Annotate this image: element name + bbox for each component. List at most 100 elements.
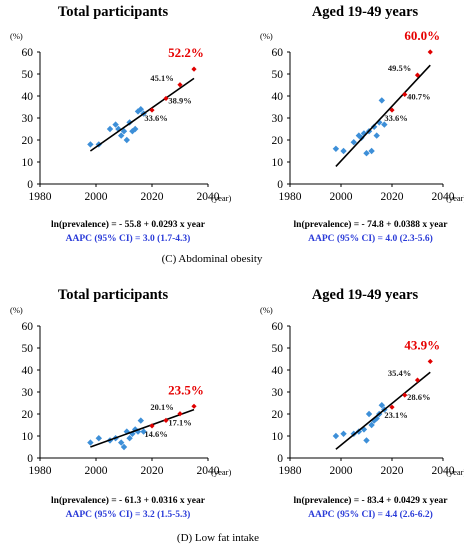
projection-label: 38.9%	[168, 95, 191, 105]
regression-equation: ln(prevalence) = - 83.4 + 0.0429 x year	[294, 495, 449, 506]
projection-label: 33.6%	[384, 113, 407, 123]
projection-label: 17.1%	[168, 417, 191, 427]
projected-point	[414, 377, 421, 383]
x-axis-unit: (year)	[211, 193, 231, 203]
y-tick-label: 0	[277, 453, 283, 465]
projection-label: 33.6%	[144, 113, 167, 123]
observed-point	[118, 439, 125, 446]
projected-point	[402, 392, 408, 398]
y-tick-label: 50	[272, 69, 284, 81]
aapc-value: AAPC (95% CI) = 3.0 (1.7-4.3)	[66, 233, 191, 244]
projection-label-highlight: 23.5%	[168, 382, 204, 397]
observed-point	[95, 435, 102, 442]
y-tick-label: 40	[272, 365, 284, 377]
observed-point	[373, 132, 380, 139]
projection-label: 45.1%	[150, 73, 173, 83]
chart-title: Total participants	[58, 287, 169, 303]
aapc-value: AAPC (95% CI) = 3.2 (1.5-5.3)	[66, 509, 191, 520]
x-tick-label: 2020	[381, 191, 404, 203]
trend-line	[335, 371, 431, 450]
projection-label: 23.1%	[384, 410, 407, 420]
projection-label: 35.4%	[388, 368, 411, 378]
y-tick-label: 40	[22, 365, 34, 377]
observed-point	[123, 136, 130, 144]
y-tick-label: 60	[272, 321, 284, 333]
x-tick-label: 2020	[141, 191, 164, 203]
section-caption: (C) Abdominal obesity	[162, 253, 263, 265]
regression-equation: ln(prevalence) = - 61.3 + 0.0316 x year	[51, 495, 206, 506]
projected-point	[389, 404, 395, 410]
projected-point	[149, 423, 155, 429]
observed-point	[120, 443, 128, 451]
y-tick-label: 0	[27, 179, 33, 191]
observed-point	[87, 141, 94, 148]
observed-point	[120, 128, 128, 135]
projected-point	[191, 403, 197, 409]
y-tick-label: 10	[272, 157, 284, 169]
trend-line	[335, 64, 431, 167]
chart-title: Aged 19-49 years	[312, 4, 419, 20]
chart-panel: Total participants (%) 0 10 20 30 40 50 60 1980 20…	[10, 4, 231, 244]
projected-point	[427, 49, 433, 55]
x-tick-label: 2000	[330, 465, 353, 477]
projection-label: 28.6%	[407, 392, 430, 402]
projected-point	[191, 66, 197, 72]
y-tick-label: 0	[27, 453, 33, 465]
y-tick-label: 40	[22, 91, 34, 103]
y-axis-unit: (%)	[260, 31, 273, 41]
y-tick-label: 30	[22, 113, 34, 125]
observed-point	[87, 439, 94, 446]
observed-point	[340, 430, 347, 437]
observed-point	[378, 402, 385, 409]
x-tick-label: 1980	[29, 191, 52, 203]
projected-point	[177, 82, 183, 88]
observed-point	[112, 121, 119, 128]
x-tick-label: 1980	[29, 465, 52, 477]
x-tick-label: 2020	[381, 465, 404, 477]
x-axis-unit: (year)	[211, 467, 231, 477]
observed-point	[365, 410, 373, 418]
y-axis-unit: (%)	[10, 305, 23, 315]
observed-point	[106, 125, 114, 133]
aapc-value: AAPC (95% CI) = 4.4 (2.6-6.2)	[308, 509, 433, 520]
y-tick-label: 30	[22, 387, 34, 399]
y-tick-label: 10	[272, 431, 284, 443]
observed-point	[137, 417, 144, 424]
projected-point	[402, 91, 408, 98]
projected-point	[414, 72, 421, 78]
projected-point	[163, 95, 169, 102]
x-tick-label: 2000	[85, 465, 108, 477]
observed-point	[368, 147, 375, 155]
x-tick-label: 1980	[279, 191, 302, 203]
y-tick-label: 10	[22, 431, 34, 443]
projection-label-highlight: 43.9%	[404, 337, 440, 352]
section-caption: (D) Low fat intake	[177, 532, 259, 544]
x-tick-label: 1980	[279, 465, 302, 477]
observed-point	[118, 132, 125, 139]
y-tick-label: 30	[272, 113, 284, 125]
projection-label: 14.6%	[144, 429, 167, 439]
observed-point	[378, 97, 385, 104]
caption-text: (D) Low fat intake	[177, 532, 259, 544]
projected-point	[427, 358, 433, 365]
x-axis-unit: (year)	[446, 467, 464, 477]
chart-title: Aged 19-49 years	[312, 287, 419, 303]
x-axis-unit: (year)	[446, 193, 464, 203]
observed-point	[115, 125, 122, 133]
observed-point	[370, 123, 378, 130]
x-tick-label: 2040	[197, 191, 220, 203]
projection-label-highlight: 52.2%	[168, 45, 204, 60]
projection-label: 49.5%	[388, 63, 411, 73]
y-tick-label: 40	[272, 91, 284, 103]
y-axis-unit: (%)	[260, 305, 273, 315]
y-tick-label: 20	[22, 135, 34, 147]
x-tick-label: 2020	[141, 465, 164, 477]
observed-point	[350, 139, 357, 146]
y-axis-unit: (%)	[10, 31, 23, 41]
observed-point	[363, 150, 370, 157]
observed-point	[363, 437, 370, 444]
x-tick-label: 2040	[197, 465, 220, 477]
y-tick-label: 60	[272, 47, 284, 59]
y-tick-label: 10	[22, 157, 34, 169]
